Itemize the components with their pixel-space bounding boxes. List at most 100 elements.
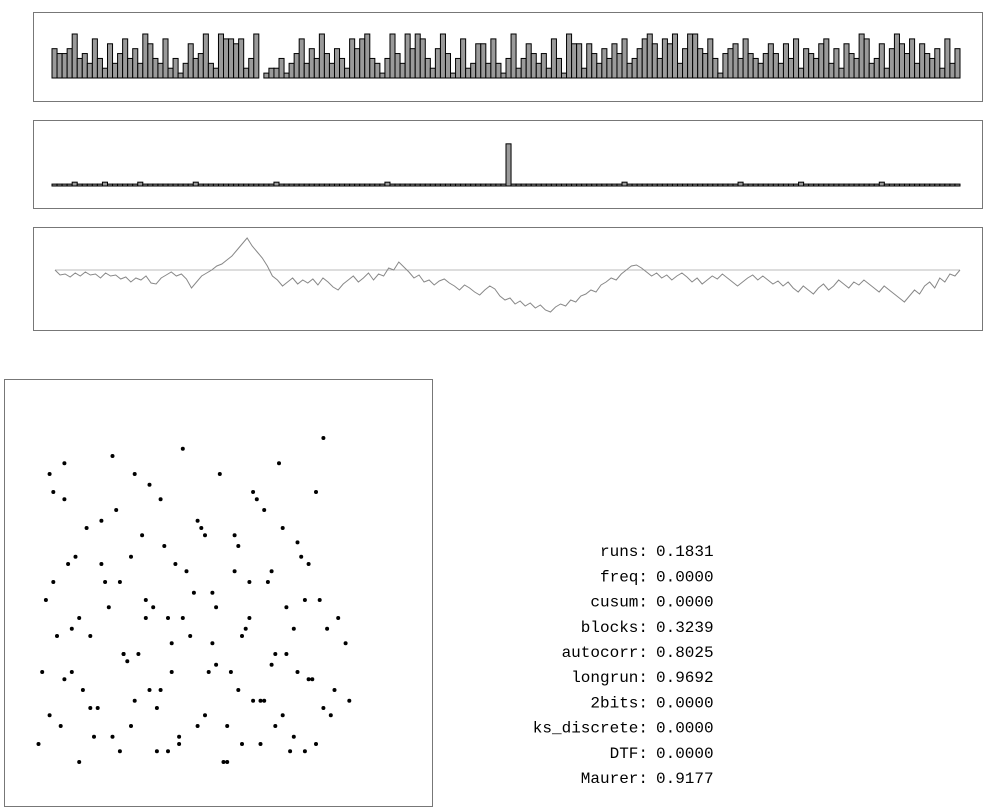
bar <box>429 67 436 79</box>
point <box>103 580 108 584</box>
point <box>214 605 219 610</box>
bar <box>560 183 568 187</box>
bar <box>818 183 825 187</box>
point <box>77 616 82 620</box>
bar <box>863 183 870 187</box>
bar <box>591 53 598 79</box>
bar <box>505 57 512 79</box>
bar <box>722 53 729 79</box>
bar <box>596 62 603 79</box>
point <box>154 749 159 754</box>
point <box>328 713 333 718</box>
bar <box>429 183 436 187</box>
bar <box>132 48 139 79</box>
point <box>240 742 244 746</box>
bar <box>510 33 517 79</box>
bar <box>555 57 562 79</box>
bar <box>374 62 381 79</box>
point <box>136 652 141 656</box>
point <box>203 713 207 718</box>
point <box>325 626 330 631</box>
panel <box>33 227 983 331</box>
bar <box>904 183 911 187</box>
bar <box>288 183 295 187</box>
bar <box>636 183 643 187</box>
point <box>180 446 185 451</box>
bar <box>944 38 951 79</box>
bar <box>81 183 88 187</box>
bar <box>333 48 341 79</box>
bar <box>954 183 961 187</box>
bar <box>601 48 608 79</box>
bar <box>424 183 431 187</box>
bar <box>167 67 174 79</box>
point <box>169 641 174 646</box>
bar <box>172 57 179 79</box>
bar <box>349 38 356 79</box>
bar <box>833 183 840 187</box>
bar <box>833 48 840 79</box>
bar <box>591 183 598 187</box>
bar <box>223 183 230 187</box>
point <box>262 508 267 512</box>
bar <box>76 183 83 187</box>
bar <box>767 183 774 187</box>
stat-value: 0.9692 <box>656 669 714 687</box>
point <box>195 724 200 728</box>
bar <box>848 53 855 79</box>
bar <box>813 57 820 79</box>
bar <box>460 38 467 79</box>
point <box>169 670 174 674</box>
bar <box>273 67 280 79</box>
point <box>314 490 318 494</box>
bar <box>157 183 164 187</box>
bar <box>142 33 149 79</box>
point <box>295 540 300 545</box>
bar <box>374 183 381 187</box>
bar <box>318 183 325 187</box>
point <box>247 580 252 584</box>
bar <box>344 67 351 79</box>
bar <box>666 43 673 79</box>
bar <box>853 183 860 187</box>
bar <box>666 183 673 187</box>
bar <box>293 183 300 187</box>
point <box>191 590 196 595</box>
stat-label: cusum: <box>590 594 648 612</box>
point <box>62 497 67 502</box>
point <box>158 497 163 502</box>
bar <box>621 181 628 187</box>
bar <box>697 183 704 187</box>
bar <box>359 38 366 79</box>
stat-label: blocks: <box>581 619 648 637</box>
bar <box>873 183 880 187</box>
bar <box>328 62 335 79</box>
bar <box>263 72 270 79</box>
bar <box>404 183 411 187</box>
bar <box>485 62 492 79</box>
bar <box>540 183 547 187</box>
bar <box>515 67 522 79</box>
bar <box>495 183 502 187</box>
bar <box>137 62 144 79</box>
bar <box>354 48 361 79</box>
stat-label: freq: <box>600 568 648 586</box>
bar <box>631 57 638 79</box>
point <box>158 688 163 692</box>
point <box>225 760 230 764</box>
bar <box>697 48 704 79</box>
line <box>54 237 961 313</box>
bar <box>51 48 58 79</box>
point <box>243 626 248 631</box>
bar <box>278 183 285 187</box>
bar <box>919 43 926 79</box>
bar <box>485 183 492 187</box>
bar <box>389 183 396 187</box>
bar <box>76 57 83 79</box>
bar <box>228 38 235 79</box>
bar <box>132 183 139 187</box>
point <box>88 634 93 638</box>
bar <box>560 72 568 79</box>
point <box>210 590 215 595</box>
point <box>117 580 122 584</box>
